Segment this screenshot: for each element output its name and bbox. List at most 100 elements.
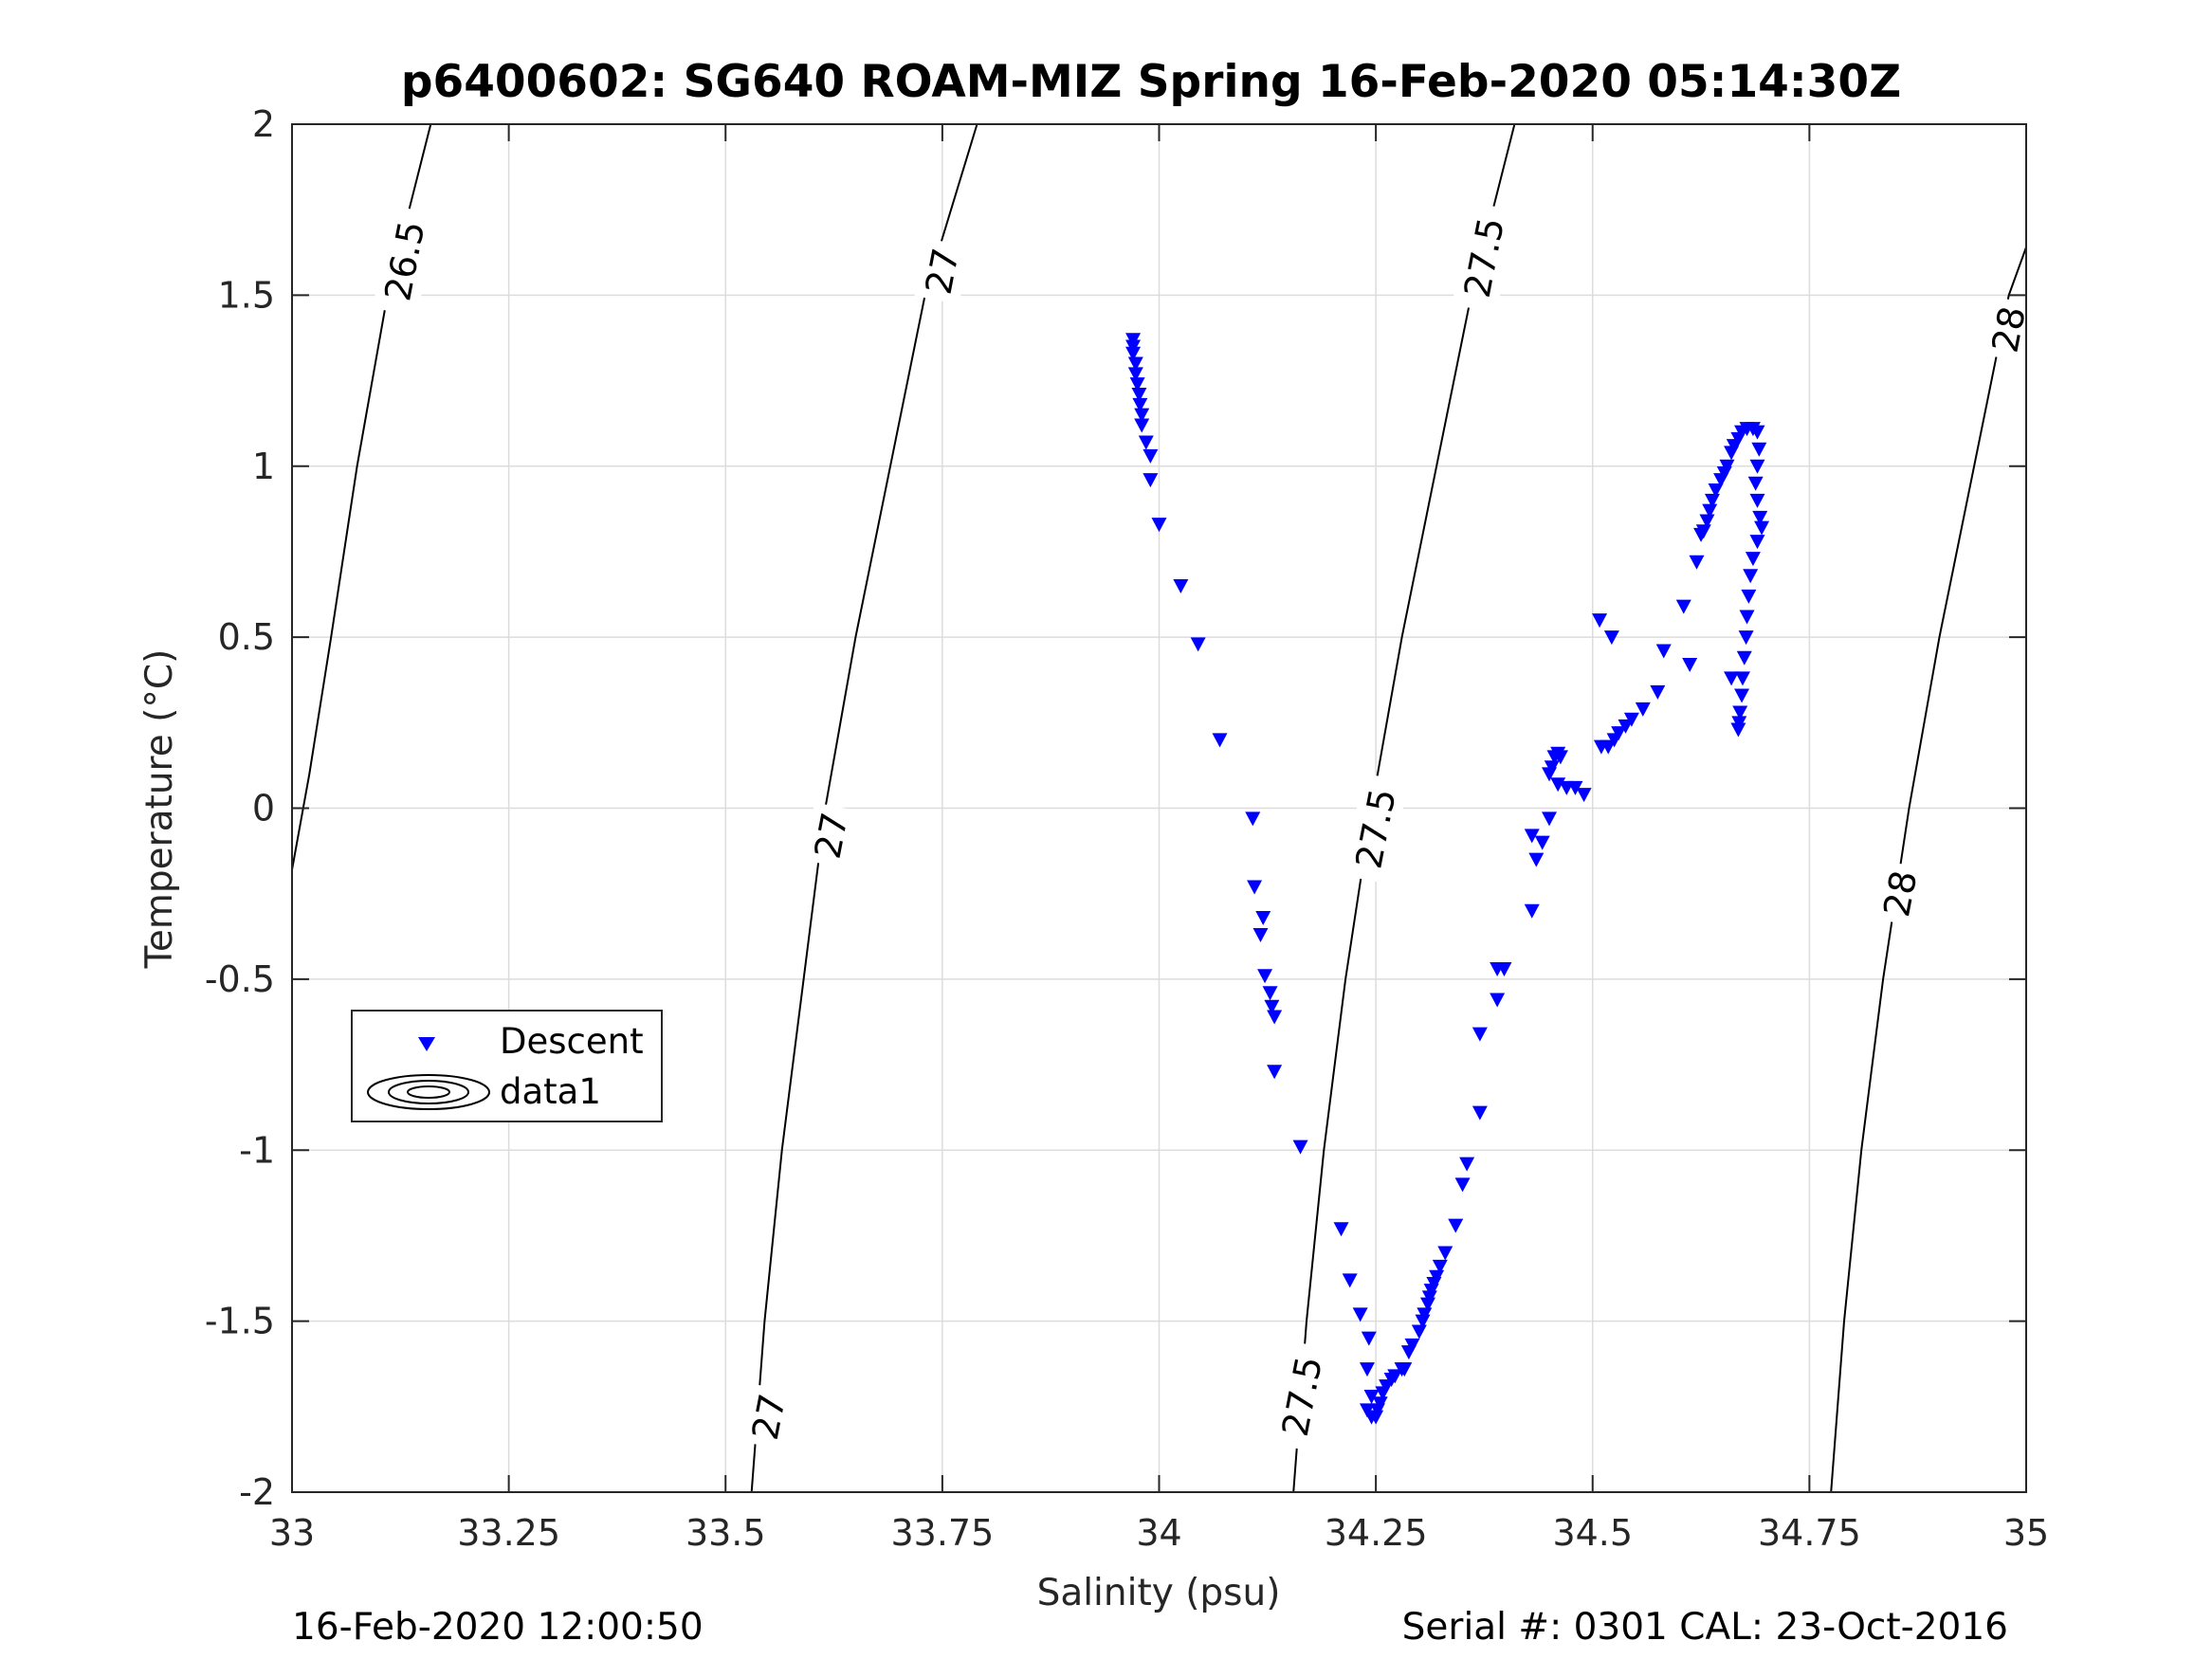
contour-label-bg: [1344, 773, 1409, 884]
descent-point: [1127, 367, 1143, 382]
descent-point: [1292, 1139, 1308, 1155]
descent-point: [1262, 986, 1278, 1001]
footer-serial-cal: Serial #: 0301 CAL: 23-Oct-2016: [1402, 1606, 2008, 1649]
descent-point: [1368, 1410, 1384, 1425]
grid: [292, 124, 2026, 1492]
descent-point: [1749, 493, 1765, 508]
descent-point: [1387, 1369, 1403, 1384]
descent-point: [1361, 1331, 1377, 1346]
descent-point: [1437, 1246, 1453, 1261]
descent-point: [1212, 733, 1228, 748]
descent-point: [1173, 579, 1189, 594]
chart-title: p6400602: SG640 ROAM-MIZ Spring 16-Feb-2…: [401, 56, 1901, 108]
x-tick-labels: 33 33.25 33.5 33.75 34 34.25 34.5 34.75 35: [269, 1512, 2049, 1554]
descent-point: [1419, 1297, 1435, 1312]
descent-point: [1342, 1273, 1358, 1288]
descent-point: [1754, 520, 1770, 536]
descent-point: [1454, 1177, 1471, 1193]
contour-label-text: 27.5: [1347, 785, 1403, 871]
descent-point: [1611, 726, 1627, 741]
descent-point: [1600, 739, 1617, 755]
contour-label-text: 27.5: [1456, 214, 1512, 301]
descent-point: [1247, 880, 1263, 895]
x-tick-label: 34.5: [1552, 1512, 1633, 1554]
y-tick-labels: -2 -1.5 -1 -0.5 0 0.5 1 1.5 2: [205, 103, 275, 1513]
descent-point: [1138, 435, 1154, 450]
descent-point: [1567, 780, 1583, 795]
descent-point: [1490, 993, 1506, 1008]
descent-point: [1432, 1259, 1448, 1274]
x-tick-label: 35: [2003, 1512, 2049, 1554]
descent-point: [1542, 811, 1558, 827]
contour-label-text: 27: [744, 1391, 794, 1444]
contour-label-bg: [1452, 202, 1517, 314]
y-tick-label: -2: [239, 1471, 275, 1513]
contour-label-bg: [740, 1383, 797, 1450]
descent-point: [1752, 510, 1768, 525]
descent-point: [1745, 552, 1761, 567]
descent-point: [1372, 1396, 1388, 1412]
contour-label-bg: [1270, 1340, 1335, 1452]
x-tick-label: 34.75: [1758, 1512, 1861, 1554]
y-tick-label: -1.5: [205, 1301, 275, 1342]
descent-point: [1125, 346, 1142, 361]
descent-point: [1743, 569, 1759, 584]
descent-point: [1730, 722, 1746, 738]
descent-point: [1739, 610, 1755, 625]
y-tick-label: 0.5: [218, 616, 275, 658]
contour-label-text: 26.5: [376, 218, 432, 304]
descent-point: [1724, 671, 1740, 686]
descent-point: [1252, 927, 1269, 942]
y-tick-label: 1: [252, 446, 275, 487]
descent-point: [1267, 1065, 1283, 1080]
descent-point: [1655, 644, 1672, 659]
contour-label: 26.5: [372, 205, 437, 317]
descent-point: [1749, 459, 1765, 474]
descent-point: [1524, 829, 1540, 844]
descent-point: [1151, 518, 1167, 533]
y-tick-label: 2: [252, 103, 275, 145]
descent-point: [1704, 493, 1720, 508]
descent-point: [1734, 688, 1750, 703]
descent-point: [1702, 503, 1718, 519]
y-tick-label: 1.5: [218, 274, 275, 316]
descent-point: [1363, 1389, 1380, 1404]
descent-point: [1131, 387, 1147, 402]
descent-point: [1333, 1222, 1349, 1237]
contour-label: 27.5: [1452, 202, 1517, 314]
descent-point: [1534, 835, 1550, 850]
descent-point: [1404, 1338, 1420, 1353]
legend-descent-marker-icon: [418, 1037, 435, 1051]
contour-label: 27.5: [1270, 1340, 1335, 1452]
x-tick-label: 33.5: [686, 1512, 766, 1554]
descent-point: [1352, 1307, 1368, 1322]
descent-point: [1417, 1307, 1433, 1322]
descent-point: [1699, 514, 1715, 529]
contour-label-bg: [1872, 860, 1929, 927]
descent-point: [1623, 712, 1639, 727]
legend-contour-icon: [367, 1074, 490, 1110]
descent-point: [1719, 459, 1735, 474]
contour-label-text: 27.5: [1274, 1353, 1330, 1439]
descent-point: [1448, 1218, 1464, 1233]
descent-point: [1190, 637, 1206, 652]
descent-point: [1134, 418, 1150, 433]
legend: Descent data1: [351, 1010, 663, 1122]
contour-label: 28: [1872, 860, 1929, 927]
descent-point: [1245, 811, 1261, 827]
descent-point: [1736, 650, 1752, 665]
descent-point: [1592, 613, 1608, 629]
x-tick-label: 34: [1136, 1512, 1181, 1554]
contour-label: 27: [803, 802, 860, 869]
legend-descent-label: Descent: [500, 1021, 644, 1062]
descent-point: [1264, 999, 1280, 1014]
contour-label-bg: [1981, 296, 2038, 363]
descent-point: [1751, 442, 1767, 457]
axis-ticks: [291, 123, 2027, 1493]
x-tick-label: 33.75: [890, 1512, 994, 1554]
descent-point: [1143, 448, 1159, 464]
descent-point: [1129, 377, 1145, 392]
contour-label-bg: [914, 238, 971, 305]
x-tick-label: 34.25: [1325, 1512, 1428, 1554]
